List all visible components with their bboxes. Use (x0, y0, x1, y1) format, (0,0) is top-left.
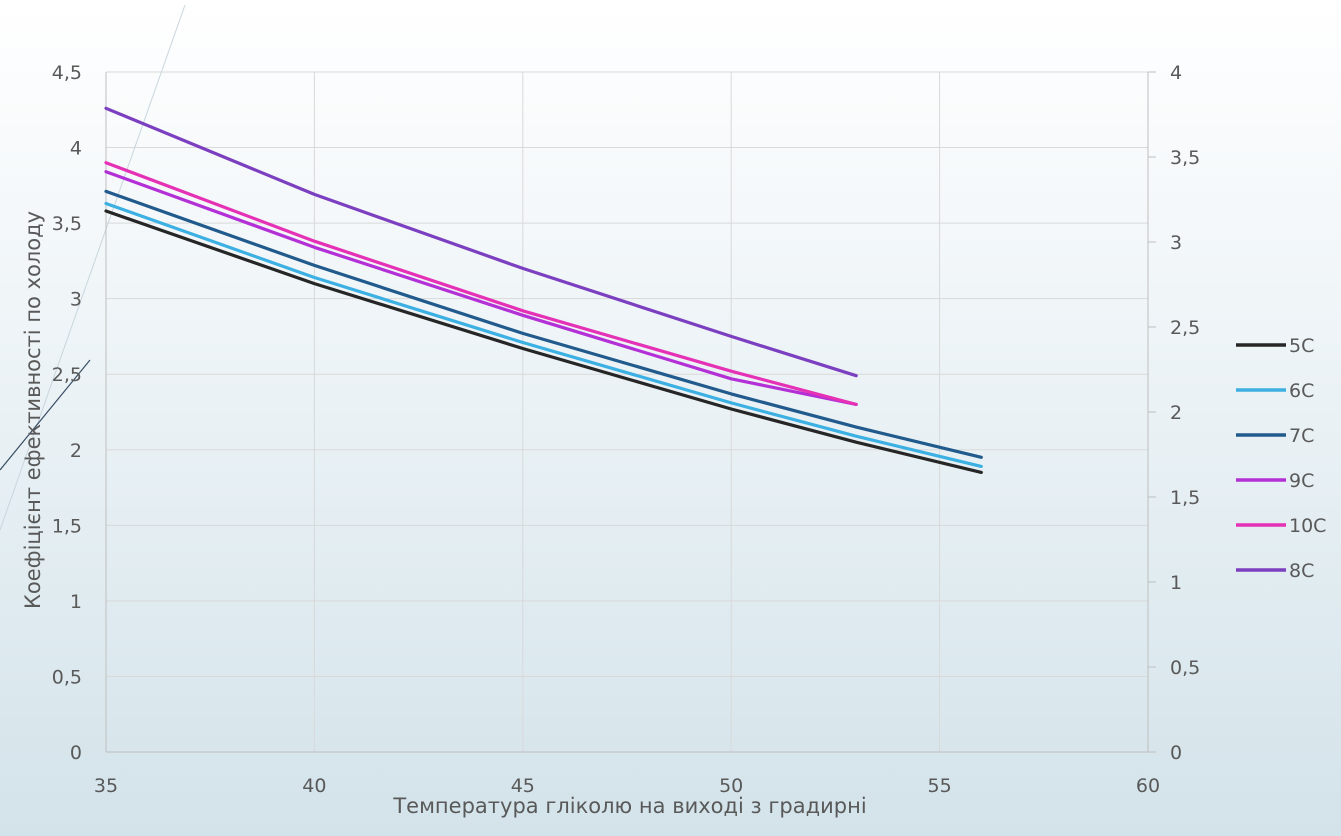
y2-tick-label: 2,5 (1170, 317, 1200, 339)
y-tick-label: 2 (70, 440, 82, 462)
y2-tick-label: 3 (1170, 232, 1182, 254)
x-tick-labels: 35 40 45 50 55 60 (94, 775, 1160, 797)
legend-label: 6C (1289, 380, 1314, 402)
y-tick-label: 1 (70, 591, 82, 613)
y2-tick-label: 2 (1170, 402, 1182, 424)
y-tick-label: 3 (70, 289, 82, 311)
x-tick-label: 50 (719, 775, 743, 797)
y-tick-label: 4 (70, 138, 82, 160)
y-tick-label: 3,5 (52, 213, 82, 235)
y-tick-labels: 0 0,5 1 1,5 2 2,5 3 3,5 4 4,5 (52, 62, 82, 764)
decorative-line-upper (0, 4, 186, 531)
y2-tick-label: 1 (1170, 572, 1182, 594)
y2-tick-label: 4 (1170, 62, 1182, 84)
legend-label: 8C (1289, 560, 1314, 582)
y-tick-label: 0 (70, 742, 82, 764)
series-line-5C (104, 209, 983, 474)
x-tick-label: 45 (511, 775, 535, 797)
series-line-7C (104, 189, 983, 459)
series-line-8C (104, 106, 858, 378)
x-tick-label: 35 (94, 775, 118, 797)
legend: 5C 6C 7C 9C 10C 8C (1236, 335, 1326, 582)
y2-tick-labels: 0 0,5 1 1,5 2 2,5 3 3,5 4 (1170, 62, 1200, 764)
y-tick-label: 2,5 (52, 364, 82, 386)
legend-label: 7C (1289, 425, 1314, 447)
gridlines (106, 71, 1149, 752)
y2-tick-label: 1,5 (1170, 487, 1200, 509)
x-tick-label: 60 (1136, 775, 1160, 797)
series-line-10C (104, 161, 858, 406)
y2-tick-label: 3,5 (1170, 147, 1200, 169)
series-line-9C (104, 170, 858, 406)
series-lines (104, 106, 983, 474)
y-tick-label: 1,5 (52, 515, 82, 537)
y2-tick-label: 0 (1170, 742, 1182, 764)
legend-label: 5C (1289, 335, 1314, 357)
legend-label: 10C (1289, 515, 1326, 537)
legend-label: 9C (1289, 470, 1314, 492)
y2-tick-label: 0,5 (1170, 657, 1200, 679)
x-axis-title: Температура гліколю на виході з градирні (392, 794, 866, 818)
x-tick-label: 40 (302, 775, 326, 797)
decorative-line-accent (0, 359, 91, 471)
series-line-6C (104, 201, 983, 468)
y-tick-label: 0,5 (52, 666, 82, 688)
y-axis-title: Коефіцієнт ефективності по холоду (21, 211, 45, 609)
x-tick-label: 55 (928, 775, 952, 797)
axes (105, 71, 1156, 753)
y-tick-label: 4,5 (52, 62, 82, 84)
